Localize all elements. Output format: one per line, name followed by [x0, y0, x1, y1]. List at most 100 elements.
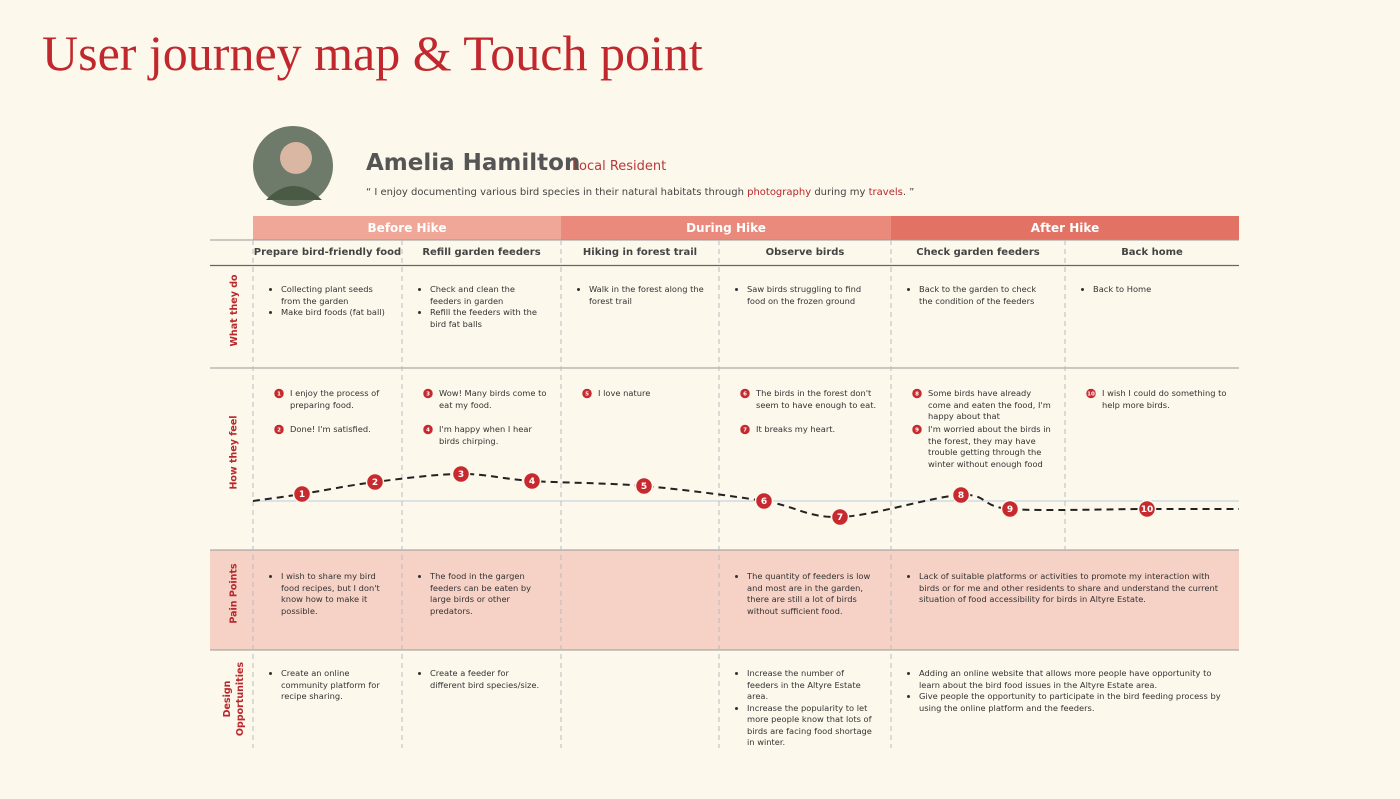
- bullet: Make bird foods (fat ball): [281, 307, 387, 319]
- bullet: Check and clean the feeders in garden: [430, 284, 546, 307]
- bullet-list: Increase the number of feeders in the Al…: [739, 668, 876, 749]
- feeling-text: I enjoy the process of preparing food.: [290, 388, 380, 410]
- feeling-text: I'm happy when I hear birds chirping.: [439, 424, 532, 446]
- emotion-number: 9: [1007, 505, 1013, 515]
- emotion-badge: [422, 388, 434, 399]
- bullet-list: Check and clean the feeders in gardenRef…: [422, 284, 546, 330]
- emotion-badge: [739, 388, 751, 399]
- bullet: Increase the popularity to let more peop…: [747, 703, 876, 749]
- stage-band: [561, 216, 891, 240]
- emotion-badge: [422, 424, 434, 435]
- step-label: Observe birds: [765, 247, 845, 258]
- emotion-number: 6: [761, 497, 767, 507]
- cell: Adding an online website that allows mor…: [911, 668, 1224, 714]
- bullet-list: The food in the gargen feeders can be ea…: [422, 571, 546, 617]
- bullet: Give people the opportunity to participa…: [919, 691, 1224, 714]
- feeling-text: I wish I could do something to help more…: [1102, 388, 1227, 410]
- bullet: Saw birds struggling to find food on the…: [747, 284, 876, 307]
- emotion-number: 3: [458, 470, 464, 480]
- feeling-text: Some birds have already come and eaten t…: [928, 388, 1051, 421]
- bullet: Collecting plant seeds from the garden: [281, 284, 387, 307]
- bullet: Increase the number of feeders in the Al…: [747, 668, 876, 703]
- feeling-text: I love nature: [598, 388, 651, 398]
- quote-part: photography: [747, 187, 812, 198]
- emotion-number: 2: [372, 478, 378, 488]
- feeling-text: The birds in the forest don't seem to ha…: [756, 388, 877, 410]
- emotion-number: 8: [915, 391, 919, 397]
- bullet: The food in the gargen feeders can be ea…: [430, 571, 546, 617]
- row-label: Design Opportunities: [222, 661, 246, 737]
- emotion-number: 1: [299, 490, 305, 500]
- feeling-text: Wow! Many birds come to eat my food.: [439, 388, 547, 410]
- pain-band: [210, 550, 1239, 650]
- stage-label: Before Hike: [367, 221, 447, 235]
- bullet-list: Collecting plant seeds from the gardenMa…: [273, 284, 387, 319]
- bullet-list: Create a feeder for different bird speci…: [422, 668, 546, 691]
- bullet-list: Walk in the forest along the forest trai…: [581, 284, 704, 307]
- cell: Lack of suitable platforms or activities…: [911, 571, 1224, 606]
- bullet: Walk in the forest along the forest trai…: [589, 284, 704, 307]
- emotion-number: 4: [426, 427, 430, 433]
- bullet: Back to the garden to check the conditio…: [919, 284, 1050, 307]
- emotion-badge: [911, 388, 923, 399]
- avatar-body: [266, 186, 322, 200]
- cell: Back to Home: [1085, 284, 1224, 296]
- bullet: I wish to share my bird food recipes, bu…: [281, 571, 387, 617]
- stage-label: After Hike: [1030, 221, 1100, 235]
- cell: Create an online community platform for …: [273, 668, 387, 703]
- emotion-badge: [581, 388, 593, 399]
- emotion-badge: [739, 424, 751, 435]
- bullet: The quantity of feeders is low and most …: [747, 571, 876, 617]
- quote-part: during my: [811, 187, 869, 198]
- bullet-list: Create an online community platform for …: [273, 668, 387, 703]
- bullet-list: Back to the garden to check the conditio…: [911, 284, 1050, 307]
- cell: Saw birds struggling to find food on the…: [739, 284, 876, 307]
- step-label: Refill garden feeders: [422, 247, 541, 258]
- feeling-text: Done! I'm satisfied.: [290, 424, 371, 434]
- avatar-face: [280, 142, 312, 174]
- quote: “ I enjoy documenting various bird speci…: [366, 187, 914, 198]
- bullet: Adding an online website that allows mor…: [919, 668, 1224, 691]
- persona-role: Local Resident: [572, 159, 667, 174]
- emotion-badge: [365, 472, 385, 492]
- emotion-number: 9: [915, 427, 919, 433]
- emotion-badge: [634, 476, 654, 496]
- cell: Check and clean the feeders in gardenRef…: [422, 284, 546, 330]
- emotion-number: 1: [277, 391, 281, 397]
- emotion-number: 7: [743, 427, 747, 433]
- quote-part: . ”: [902, 187, 915, 198]
- emotion-number: 10: [1141, 505, 1154, 515]
- emotion-number: 6: [743, 391, 747, 397]
- bullet-list: I wish to share my bird food recipes, bu…: [273, 571, 387, 617]
- row-label: Pain Points: [228, 563, 240, 624]
- emotion-number: 4: [529, 477, 535, 487]
- emotion-badge: [754, 491, 774, 511]
- bullet-list: Adding an online website that allows mor…: [911, 668, 1224, 714]
- emotion-number: 8: [958, 491, 964, 501]
- cell: Walk in the forest along the forest trai…: [581, 284, 704, 307]
- stage-band: [253, 216, 561, 240]
- stage-band: [891, 216, 1239, 240]
- feeling-text: I'm worried about the birds in the fores…: [928, 424, 1051, 469]
- bullet-list: The quantity of feeders is low and most …: [739, 571, 876, 617]
- emotion-badge: [911, 424, 923, 435]
- emotion-number: 3: [426, 391, 430, 397]
- step-label: Hiking in forest trail: [582, 247, 698, 258]
- emotion-badge: [1085, 388, 1097, 399]
- cell: Create a feeder for different bird speci…: [422, 668, 546, 691]
- emotion-number: 5: [641, 482, 647, 492]
- title: User journey map & Touch point: [42, 25, 703, 81]
- quote-part: travels: [868, 187, 903, 198]
- bullet: Create a feeder for different bird speci…: [430, 668, 546, 691]
- emotion-badge: [292, 484, 312, 504]
- cell: Collecting plant seeds from the gardenMa…: [273, 284, 387, 319]
- cell: Back to the garden to check the conditio…: [911, 284, 1050, 307]
- emotion-badge: [451, 464, 471, 484]
- step-label: Back home: [1121, 247, 1183, 258]
- bullet: Back to Home: [1093, 284, 1224, 296]
- emotion-curve: [252, 472, 1239, 519]
- emotion-badge: [830, 507, 850, 527]
- emotion-badge: [1137, 499, 1157, 519]
- emotion-badge: [273, 424, 285, 435]
